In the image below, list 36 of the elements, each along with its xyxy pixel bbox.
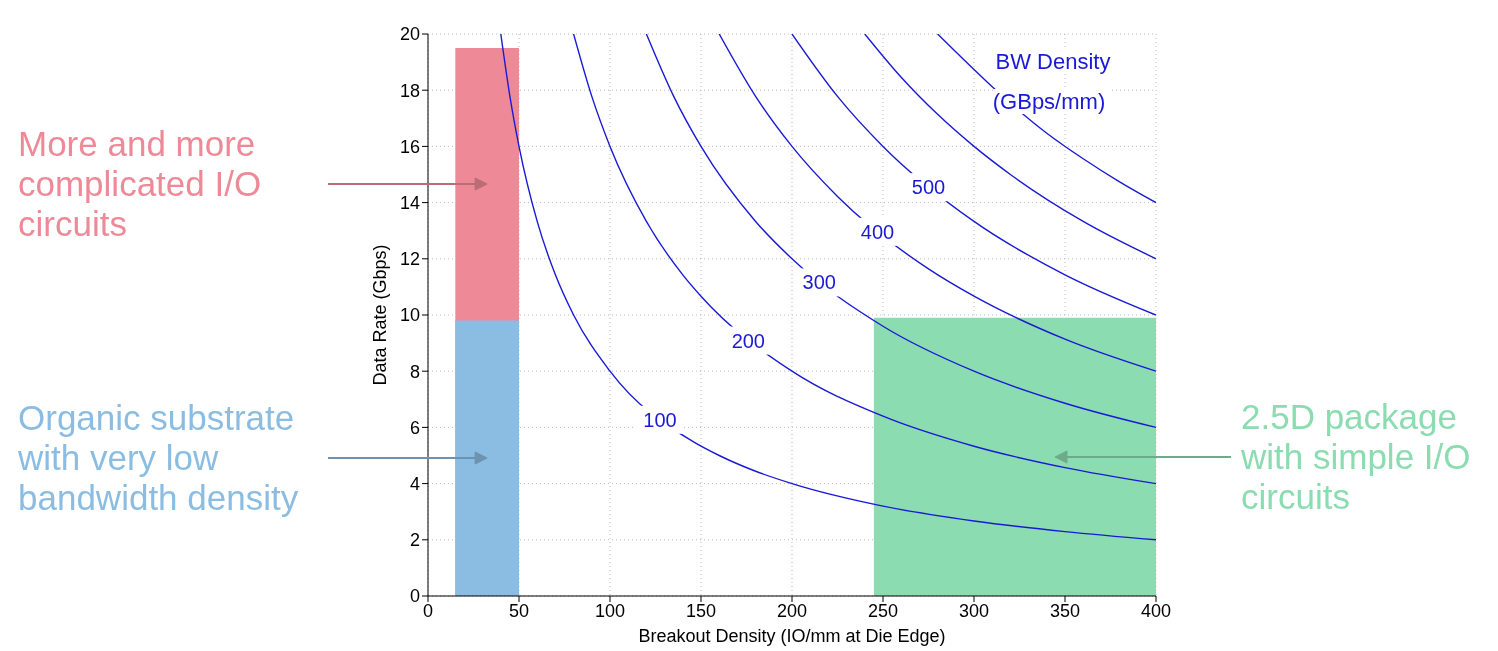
x-tick-label: 300 (958, 600, 990, 621)
annotation: 100 (643, 408, 677, 431)
y-tick-label: 2 (409, 530, 420, 551)
x-tick-label: 50 (508, 600, 530, 621)
x-tick-label: 250 (867, 600, 899, 621)
text: 2.5D package with simple I/O circuits (1241, 396, 1472, 517)
x-tick-label: 400 (1140, 600, 1172, 621)
y-tick-label: 20 (399, 24, 420, 45)
x-tick-label: 0 (422, 600, 434, 621)
y-tick-label: 12 (399, 249, 420, 270)
x-tick-label: 200 (776, 600, 808, 621)
y-tick-label: 8 (409, 361, 420, 382)
y-tick-label: 16 (399, 136, 420, 157)
line-series (645, 34, 1156, 429)
x-axis-title: Breakout Density (IO/mm at Die Edge) (638, 626, 946, 646)
text: Organic substrate with very low bandwidth density (18, 398, 300, 519)
x-tick-label: 350 (1049, 600, 1081, 621)
annotation: 400 (860, 220, 895, 243)
y-tick-label: 6 (409, 417, 420, 438)
text: More and more complicated I/O circuits (18, 124, 263, 245)
annotation: 300 (802, 271, 836, 294)
line-series (500, 34, 1156, 541)
y-tick-label: 18 (399, 80, 420, 101)
line-series (572, 34, 1156, 485)
legend-title: BW Density (GBps/mm) (991, 49, 1111, 114)
annotation: 500 (911, 176, 946, 199)
y-tick-label: 14 (399, 192, 420, 213)
y-tick-label: 4 (409, 473, 420, 494)
x-tick-label: 150 (685, 600, 717, 621)
y-axis-title: Data Rate (Gbps) (370, 244, 390, 386)
y-tick-label: 10 (399, 305, 420, 326)
line-series (718, 34, 1156, 372)
annotation: 200 (731, 329, 766, 352)
x-tick-label: 100 (594, 600, 626, 621)
line-series (791, 34, 1156, 316)
y-tick-label: 0 (409, 586, 420, 607)
